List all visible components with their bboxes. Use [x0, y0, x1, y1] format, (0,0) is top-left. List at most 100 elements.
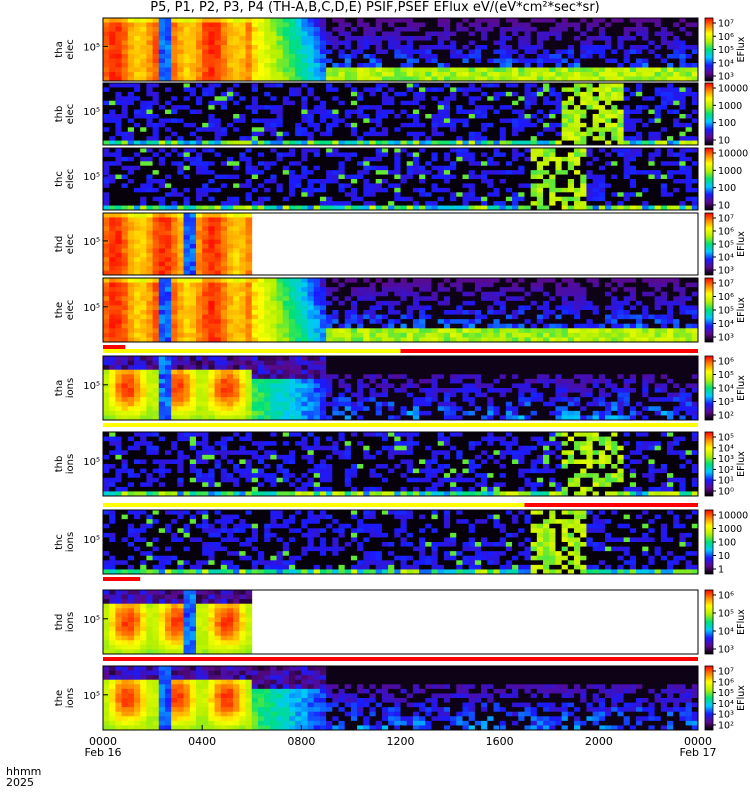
heatmap-cell — [369, 58, 377, 64]
heatmap-cell — [319, 196, 327, 202]
heatmap-cell — [195, 72, 203, 77]
heatmap-cell — [270, 337, 277, 343]
heatmap-cell — [226, 156, 234, 162]
heatmap-cell — [103, 192, 110, 198]
heatmap-cell — [524, 18, 532, 23]
heatmap-cell — [133, 213, 141, 218]
heatmap-cell — [103, 91, 110, 97]
heatmap-cell — [431, 174, 439, 180]
heatmap-cell — [158, 201, 166, 206]
heatmap-cell — [301, 328, 308, 334]
heatmap-cell — [276, 100, 284, 106]
heatmap-cell — [561, 105, 569, 110]
heatmap-cell — [115, 131, 122, 137]
heatmap-cell — [251, 310, 259, 315]
heatmap-cell — [369, 40, 377, 46]
heatmap-cell — [605, 156, 612, 162]
heatmap-cell — [481, 72, 488, 77]
heatmap-cell — [177, 83, 184, 88]
heatmap-cell — [307, 148, 315, 153]
heatmap-cell — [121, 230, 129, 236]
heatmap-cell — [245, 27, 253, 32]
heatmap-cell — [549, 201, 556, 206]
heatmap-cell — [419, 58, 426, 64]
heatmap-cell — [220, 18, 228, 23]
heatmap-cell — [152, 18, 160, 23]
heatmap-cell — [245, 196, 253, 202]
heatmap-cell — [189, 314, 197, 320]
heatmap-cell — [226, 100, 234, 106]
heatmap-cell — [208, 261, 215, 267]
heatmap-cell — [220, 114, 228, 119]
heatmap-cell — [152, 248, 160, 254]
heatmap-cell — [642, 136, 649, 141]
heatmap-cell — [332, 83, 339, 88]
heatmap-cell — [103, 179, 110, 184]
heatmap-cell — [109, 261, 116, 267]
heatmap-cell — [580, 192, 587, 198]
heatmap-cell — [220, 296, 228, 302]
heatmap-cell — [239, 49, 246, 55]
heatmap-cell — [133, 45, 141, 50]
heatmap-cell — [450, 31, 457, 37]
heatmap-cell — [164, 332, 172, 338]
heatmap-cell — [419, 63, 426, 68]
heatmap-cell — [512, 40, 519, 46]
heatmap-cell — [357, 161, 364, 167]
heatmap-cell — [233, 40, 240, 46]
heatmap-cell — [419, 127, 426, 133]
heatmap-cell — [667, 40, 674, 46]
heatmap-cell — [326, 192, 333, 198]
heatmap-cell — [499, 45, 507, 50]
heatmap-cell — [499, 201, 507, 206]
heatmap-cell — [586, 83, 594, 88]
heatmap-cell — [375, 63, 383, 68]
heatmap-cell — [555, 183, 563, 189]
heatmap-cell — [437, 148, 445, 153]
heatmap-cell — [660, 45, 668, 50]
heatmap-cell — [140, 314, 147, 320]
heatmap-cell — [121, 114, 129, 119]
heatmap-cell — [667, 122, 674, 128]
heatmap-cell — [654, 174, 662, 180]
heatmap-cell — [140, 217, 147, 223]
heatmap-cell — [270, 201, 277, 206]
heatmap-cell — [270, 170, 277, 175]
heatmap-cell — [660, 187, 668, 193]
heatmap-cell — [493, 105, 501, 110]
heatmap-cell — [332, 174, 339, 180]
heatmap-cell — [301, 40, 308, 46]
heatmap-cell — [574, 18, 581, 23]
heatmap-cell — [239, 217, 246, 223]
heatmap-cell — [561, 205, 569, 211]
heatmap-cell — [177, 122, 184, 128]
heatmap-cell — [561, 31, 569, 37]
heatmap-cell — [158, 248, 166, 254]
heatmap-cell — [146, 248, 153, 254]
heatmap-cell — [574, 49, 581, 55]
heatmap-cell — [363, 118, 370, 124]
heatmap-cell — [512, 36, 519, 41]
heatmap-cell — [146, 221, 153, 227]
heatmap-cell — [443, 170, 451, 175]
heatmap-cell — [574, 109, 581, 115]
heatmap-cell — [679, 100, 687, 106]
heatmap-cell — [605, 76, 612, 82]
heatmap-cell — [109, 161, 116, 167]
heatmap-cell — [202, 140, 209, 146]
heatmap-cell — [561, 45, 569, 50]
heatmap-cell — [642, 87, 649, 93]
heatmap-cell — [394, 54, 401, 59]
heatmap-cell — [208, 291, 215, 297]
heatmap-cell — [103, 217, 110, 223]
heatmap-cell — [133, 109, 141, 115]
heatmap-cell — [580, 100, 587, 106]
heatmap-cell — [394, 49, 401, 55]
heatmap-cell — [412, 136, 420, 141]
heatmap-cell — [288, 18, 296, 23]
heatmap-cell — [598, 72, 606, 77]
heatmap-cell — [233, 196, 240, 202]
heatmap-cell — [251, 127, 259, 133]
heatmap-cell — [605, 100, 612, 106]
heatmap-cell — [567, 183, 575, 189]
